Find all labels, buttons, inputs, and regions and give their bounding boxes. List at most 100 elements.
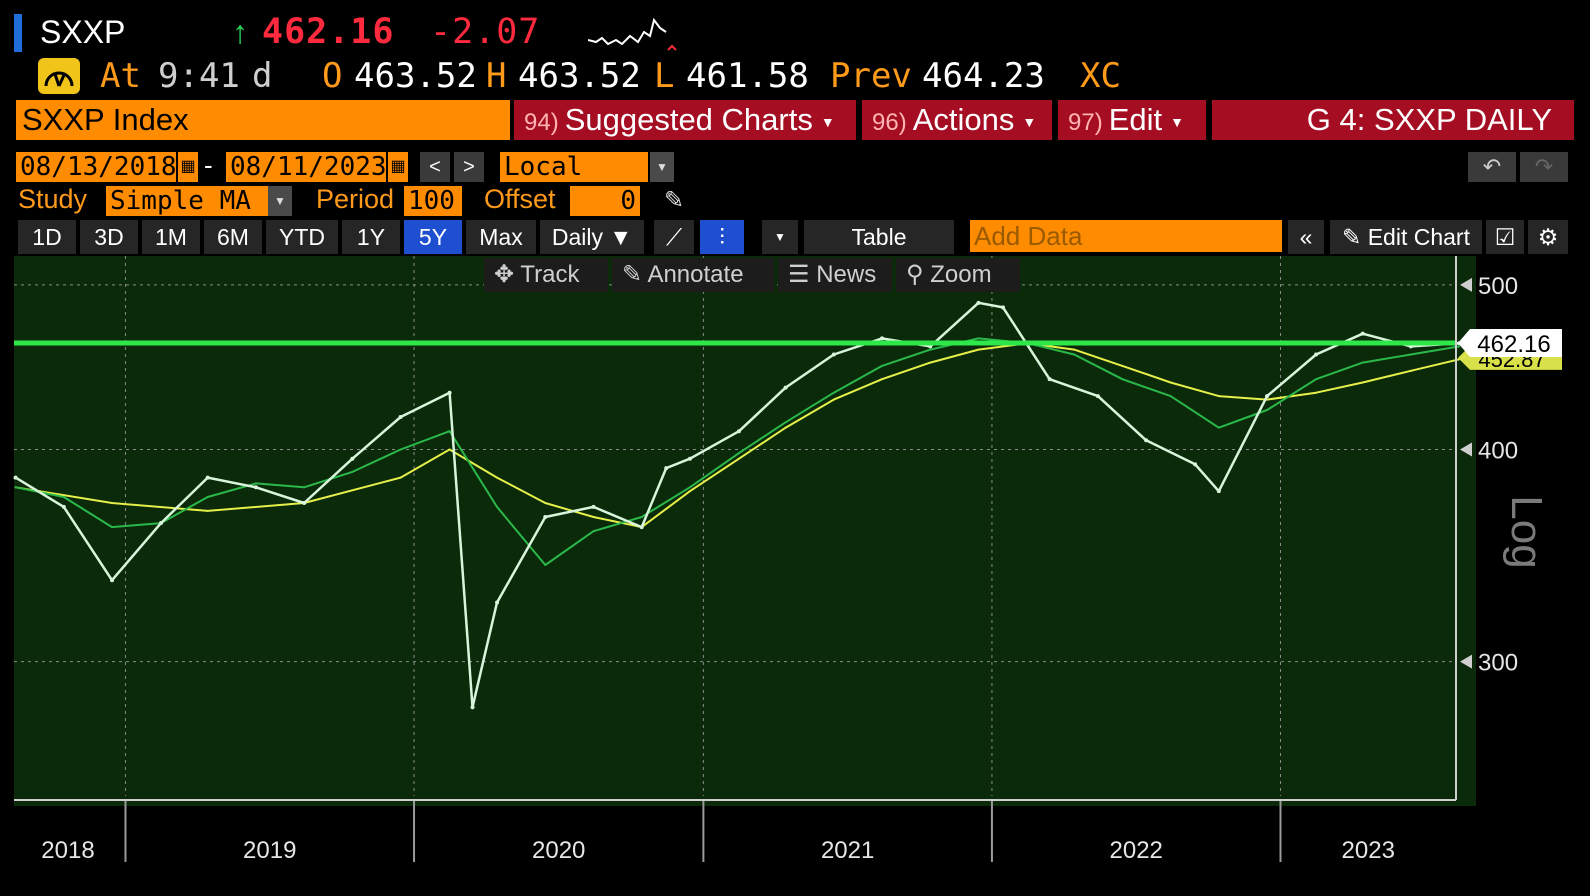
undo-icon[interactable]: ↶: [1468, 152, 1516, 182]
point-price: [61, 504, 66, 509]
prev-period-button[interactable]: <: [420, 152, 450, 182]
news-button[interactable]: ☰ News: [778, 258, 892, 292]
point-ma_long: [929, 361, 932, 364]
gauge-icon[interactable]: [38, 58, 80, 94]
edit-chart-label: Edit Chart: [1367, 224, 1470, 250]
point-price: [205, 475, 210, 480]
point-ma_short: [929, 348, 932, 351]
security-field[interactable]: SXXP Index: [16, 100, 510, 140]
point-price: [591, 504, 596, 509]
range-3d[interactable]: 3D: [80, 220, 138, 254]
y-tick-marker: [1460, 442, 1472, 457]
currency-field[interactable]: Local CCY: [500, 152, 648, 212]
tab-number: 96): [872, 109, 907, 136]
range-max[interactable]: Max: [466, 220, 536, 254]
point-price: [302, 500, 307, 505]
last-price: 462.16: [262, 12, 395, 52]
point-ma_short: [832, 391, 835, 394]
prev-value: 464.23: [922, 56, 1045, 96]
point-ma_short: [688, 486, 691, 489]
point-ma_short: [351, 470, 354, 473]
point-ma_short: [206, 496, 209, 499]
point-price: [13, 475, 18, 480]
range-6m[interactable]: 6M: [204, 220, 262, 254]
tab-label: Actions: [912, 102, 1015, 137]
point-price: [447, 390, 452, 395]
point-ma_short: [1121, 378, 1124, 381]
edit-chart-button[interactable]: ✎ Edit Chart: [1330, 220, 1482, 254]
prev-label: Prev: [830, 56, 912, 96]
tab-label: Edit: [1108, 102, 1163, 137]
tab-actions[interactable]: 96) Actions ▼: [862, 100, 1052, 140]
low-value: 461.58: [686, 56, 809, 96]
offset-field[interactable]: 0: [570, 186, 640, 216]
point-ma_long: [737, 457, 740, 460]
point-price: [736, 429, 741, 434]
point-ma_long: [206, 509, 209, 512]
point-ma_long: [688, 490, 691, 493]
chevron-down-icon[interactable]: ▼: [268, 186, 292, 216]
range-ytd[interactable]: YTD: [266, 220, 338, 254]
plot-area: [14, 256, 1476, 806]
tab-suggested-charts[interactable]: 94) Suggested Charts ▼: [514, 100, 856, 140]
pencil-icon[interactable]: ✎: [664, 187, 685, 214]
add-data-input[interactable]: Add Data: [970, 220, 1282, 252]
point-price: [1314, 352, 1319, 357]
table-button[interactable]: Table: [804, 220, 954, 254]
collapse-icon[interactable]: «: [1288, 220, 1324, 254]
calendar-icon[interactable]: ▦: [178, 152, 198, 182]
point-ma_long: [448, 448, 451, 451]
point-ma_short: [640, 515, 643, 518]
point-ma_short: [1169, 395, 1172, 398]
period-field[interactable]: 100: [404, 186, 462, 216]
point-price: [880, 336, 885, 341]
tab-number: 94): [524, 109, 559, 136]
zoom-button[interactable]: ⚲ Zoom: [896, 258, 1020, 292]
tab-edit[interactable]: 97) Edit ▼: [1058, 100, 1206, 140]
x-tick-label: 2018: [41, 837, 94, 864]
y-tick-label: 500: [1478, 273, 1518, 300]
point-ma_short: [1361, 361, 1364, 364]
bar-chart-icon[interactable]: ⫶: [700, 220, 744, 254]
at-label: At: [100, 56, 141, 96]
range-1y[interactable]: 1Y: [342, 220, 400, 254]
chevron-down-icon[interactable]: ▼: [762, 220, 798, 254]
end-date-field[interactable]: 08/11/2023: [226, 152, 387, 182]
news-icon: ☰: [788, 261, 810, 288]
point-ma_long: [784, 426, 787, 429]
calendar-icon[interactable]: ▦: [388, 152, 408, 182]
y-tick-marker: [1460, 654, 1472, 669]
x-tick-label: 2023: [1342, 837, 1395, 864]
study-field[interactable]: Simple MA: [106, 186, 270, 216]
point-ma_long: [1121, 364, 1124, 367]
chevron-down-icon[interactable]: ▼: [650, 152, 674, 182]
quote-d: d: [252, 56, 273, 96]
point-ma_long: [881, 378, 884, 381]
point-ma_short: [111, 526, 114, 529]
annotate-button[interactable]: ✎ Annotate: [612, 258, 774, 292]
next-period-button[interactable]: >: [454, 152, 484, 182]
x-tick-label: 2021: [821, 837, 874, 864]
checkbox-edit-icon[interactable]: ☑: [1486, 220, 1524, 254]
range-5y[interactable]: 5Y: [404, 220, 462, 254]
point-price: [976, 300, 981, 305]
net-change: -2.07: [430, 12, 541, 52]
frequency-dropdown[interactable]: Daily ▼: [540, 220, 644, 254]
ticker-marker: [14, 14, 22, 52]
ticker-symbol[interactable]: SXXP: [40, 14, 126, 50]
range-1m[interactable]: 1M: [142, 220, 200, 254]
point-price: [495, 600, 500, 605]
point-price: [398, 414, 403, 419]
range-1d[interactable]: 1D: [18, 220, 76, 254]
line-chart-icon[interactable]: ⟋: [654, 220, 694, 254]
gear-icon[interactable]: ⚙: [1528, 220, 1568, 254]
point-price: [783, 385, 788, 390]
annotate-label: Annotate: [647, 261, 744, 288]
point-price: [1095, 394, 1100, 399]
redo-icon[interactable]: ↷: [1520, 152, 1568, 182]
start-date-field[interactable]: 08/13/2018: [16, 152, 177, 182]
track-button[interactable]: ✥ Track: [484, 258, 608, 292]
point-ma_long: [1361, 381, 1364, 384]
